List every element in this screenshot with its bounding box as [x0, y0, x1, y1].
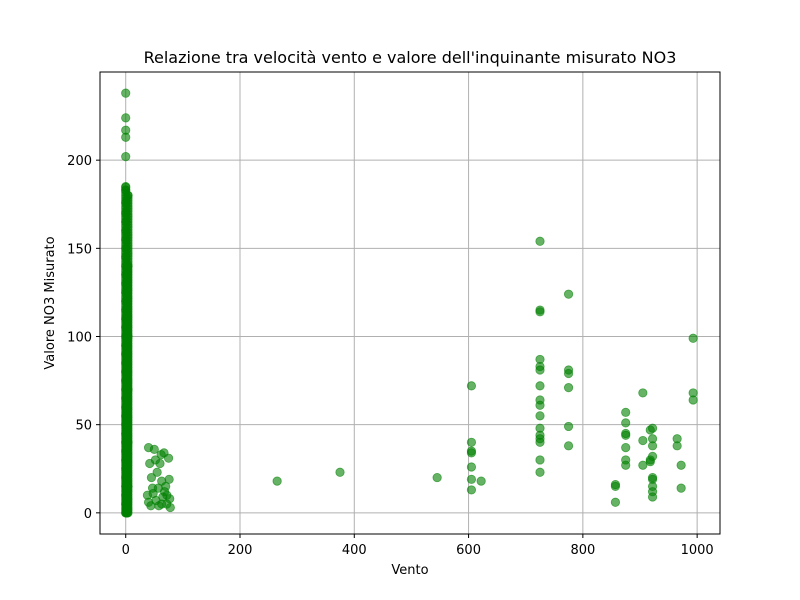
data-point: [121, 182, 131, 193]
data-point: [535, 411, 545, 421]
data-point: [688, 333, 698, 343]
data-point: [535, 236, 545, 246]
data-point: [335, 467, 345, 477]
data-point: [272, 476, 282, 486]
data-point: [466, 462, 477, 472]
data-point: [165, 502, 175, 513]
data-point: [466, 474, 477, 484]
data-point: [621, 430, 631, 440]
data-point: [621, 460, 631, 470]
data-point: [535, 307, 545, 317]
data-point: [432, 472, 442, 483]
data-point: [672, 441, 682, 451]
y-tick-label: 200: [67, 154, 92, 169]
data-point: [621, 407, 631, 417]
data-point: [647, 441, 658, 451]
x-tick-label: 800: [570, 543, 595, 558]
data-point: [535, 400, 545, 410]
data-point: [688, 395, 698, 405]
data-point: [162, 490, 172, 500]
y-tick-label: 100: [67, 331, 92, 346]
data-point: [147, 483, 158, 493]
x-axis-label: Vento: [391, 563, 428, 578]
data-point: [466, 485, 477, 495]
data-point: [621, 442, 631, 453]
data-point: [122, 262, 133, 272]
data-point: [535, 381, 545, 391]
data-point: [563, 368, 574, 379]
data-point: [535, 365, 545, 375]
data-point: [563, 383, 574, 393]
data-point: [535, 467, 545, 477]
data-point: [164, 474, 174, 484]
data-point: [563, 441, 574, 451]
plot-frame: [99, 71, 721, 535]
y-tick-label: 0: [84, 507, 92, 522]
data-point: [121, 132, 131, 142]
y-tick-label: 50: [75, 419, 92, 434]
data-point: [146, 472, 157, 483]
data-point: [676, 483, 686, 493]
x-tick-label: 600: [456, 543, 481, 558]
axis-ticks: 0 200 400 600 800 1000 0 50 100 150 200: [67, 154, 714, 558]
data-point: [621, 418, 631, 428]
data-point: [149, 444, 159, 454]
x-tick-label: 200: [228, 543, 253, 558]
data-point: [121, 113, 131, 123]
data-point: [638, 388, 648, 398]
chart-title: Relazione tra velocità vento e valore de…: [144, 48, 677, 67]
data-point: [121, 88, 131, 98]
data-point: [476, 476, 486, 486]
data-point: [157, 499, 167, 509]
y-tick-label: 150: [67, 242, 92, 257]
x-tick-label: 400: [342, 543, 367, 558]
data-point: [610, 497, 621, 507]
data-point: [638, 460, 648, 470]
data-point: [535, 437, 545, 447]
grid-lines: [100, 72, 720, 534]
y-axis-label: Valore NO3 Misurato: [43, 236, 58, 369]
data-point: [563, 421, 574, 432]
data-point: [163, 453, 174, 463]
data-point: [466, 448, 477, 458]
data-point: [152, 467, 162, 477]
data-point: [647, 451, 658, 462]
x-tick-label: 1000: [681, 543, 714, 558]
data-point: [466, 381, 477, 391]
data-point: [610, 481, 621, 491]
data-point: [466, 437, 477, 447]
data-point: [647, 492, 658, 502]
data-point: [121, 152, 131, 162]
data-points: [121, 88, 698, 518]
data-point: [676, 460, 686, 470]
data-point: [155, 458, 165, 469]
data-point: [535, 455, 545, 465]
data-point: [123, 190, 133, 201]
data-point: [638, 435, 648, 446]
x-tick-label: 0: [122, 543, 130, 558]
data-point: [647, 423, 658, 433]
data-point: [563, 289, 574, 299]
